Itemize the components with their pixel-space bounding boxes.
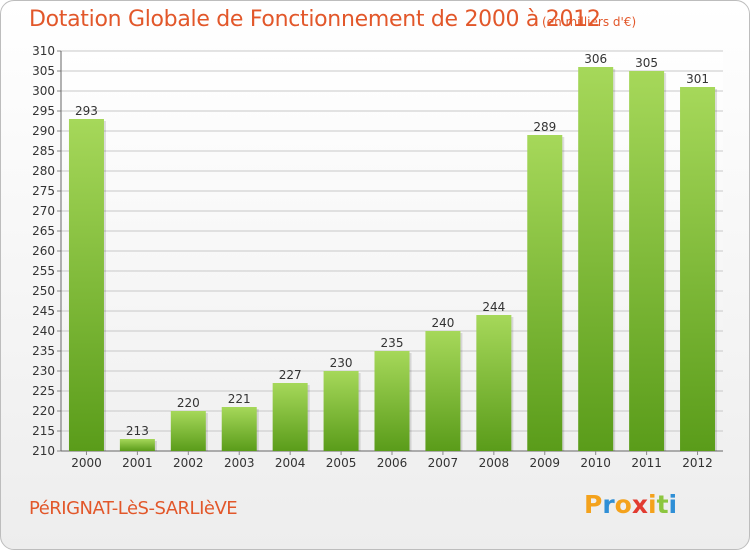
commune-name: PéRIGNAT-LèS-SARLIèVE	[29, 498, 238, 519]
bar-2008	[476, 315, 512, 451]
proxiti-logo: Proxiti	[584, 490, 677, 519]
bar-2005	[323, 371, 359, 451]
bar-value-label: 244	[482, 300, 505, 314]
logo-letter: o	[614, 490, 632, 519]
y-tick-label: 215	[32, 424, 55, 438]
y-tick-label: 260	[32, 244, 55, 258]
bar-value-label: 213	[126, 424, 149, 438]
y-tick-label: 245	[32, 304, 55, 318]
y-tick-label: 285	[32, 144, 55, 158]
x-tick-label: 2009	[529, 456, 560, 470]
bar-2004	[272, 383, 308, 451]
y-tick-label: 210	[32, 444, 55, 458]
y-tick-label: 220	[32, 404, 55, 418]
y-tick-label: 270	[32, 204, 55, 218]
bar-2009	[527, 135, 563, 451]
bar-value-label: 293	[75, 104, 98, 118]
bar-value-label: 227	[279, 368, 302, 382]
x-tick-label: 2002	[173, 456, 204, 470]
bar-value-label: 305	[635, 56, 658, 70]
chart-title: Dotation Globale de Fonctionnement de 20…	[29, 7, 601, 32]
y-tick-label: 305	[32, 64, 55, 78]
x-tick-label: 2008	[479, 456, 510, 470]
bar-2002	[170, 411, 206, 451]
bar-value-label: 301	[686, 72, 709, 86]
x-tick-label: 2005	[326, 456, 357, 470]
bar-2010	[578, 67, 614, 451]
bar-2003	[221, 407, 257, 451]
y-tick-label: 300	[32, 84, 55, 98]
x-tick-label: 2004	[275, 456, 306, 470]
y-tick-label: 255	[32, 264, 55, 278]
bar-value-label: 220	[177, 396, 200, 410]
x-tick-label: 2010	[580, 456, 611, 470]
x-tick-label: 2012	[682, 456, 713, 470]
x-tick-label: 2003	[224, 456, 255, 470]
bar-value-label: 235	[381, 336, 404, 350]
bar-value-label: 289	[533, 120, 556, 134]
y-tick-label: 240	[32, 324, 55, 338]
y-tick-label: 295	[32, 104, 55, 118]
x-tick-label: 2001	[122, 456, 153, 470]
logo-letter: t	[656, 490, 669, 519]
y-tick-label: 250	[32, 284, 55, 298]
bar-2007	[425, 331, 461, 451]
logo-letter: x	[631, 490, 648, 519]
x-tick-label: 2006	[377, 456, 408, 470]
x-tick-label: 2007	[428, 456, 459, 470]
y-tick-label: 310	[32, 44, 55, 58]
logo-letter: P	[584, 490, 603, 519]
logo-letter: i	[668, 490, 678, 519]
y-tick-label: 235	[32, 344, 55, 358]
logo-letter: i	[648, 490, 657, 519]
bar-2000	[68, 119, 104, 451]
bar-2001	[119, 439, 155, 451]
chart-subtitle: (en milliers d'€)	[542, 15, 637, 29]
x-tick-label: 2000	[71, 456, 102, 470]
y-tick-label: 265	[32, 224, 55, 238]
y-tick-label: 280	[32, 164, 55, 178]
logo-letter: r	[602, 490, 615, 519]
bar-value-label: 230	[330, 356, 353, 370]
bar-2012	[680, 87, 716, 451]
bar-2006	[374, 351, 410, 451]
x-tick-label: 2011	[631, 456, 662, 470]
y-tick-label: 290	[32, 124, 55, 138]
y-tick-label: 275	[32, 184, 55, 198]
y-tick-label: 225	[32, 384, 55, 398]
bar-value-label: 240	[431, 316, 454, 330]
y-tick-label: 230	[32, 364, 55, 378]
bar-value-label: 306	[584, 52, 607, 66]
bar-value-label: 221	[228, 392, 251, 406]
bar-2011	[629, 71, 665, 451]
